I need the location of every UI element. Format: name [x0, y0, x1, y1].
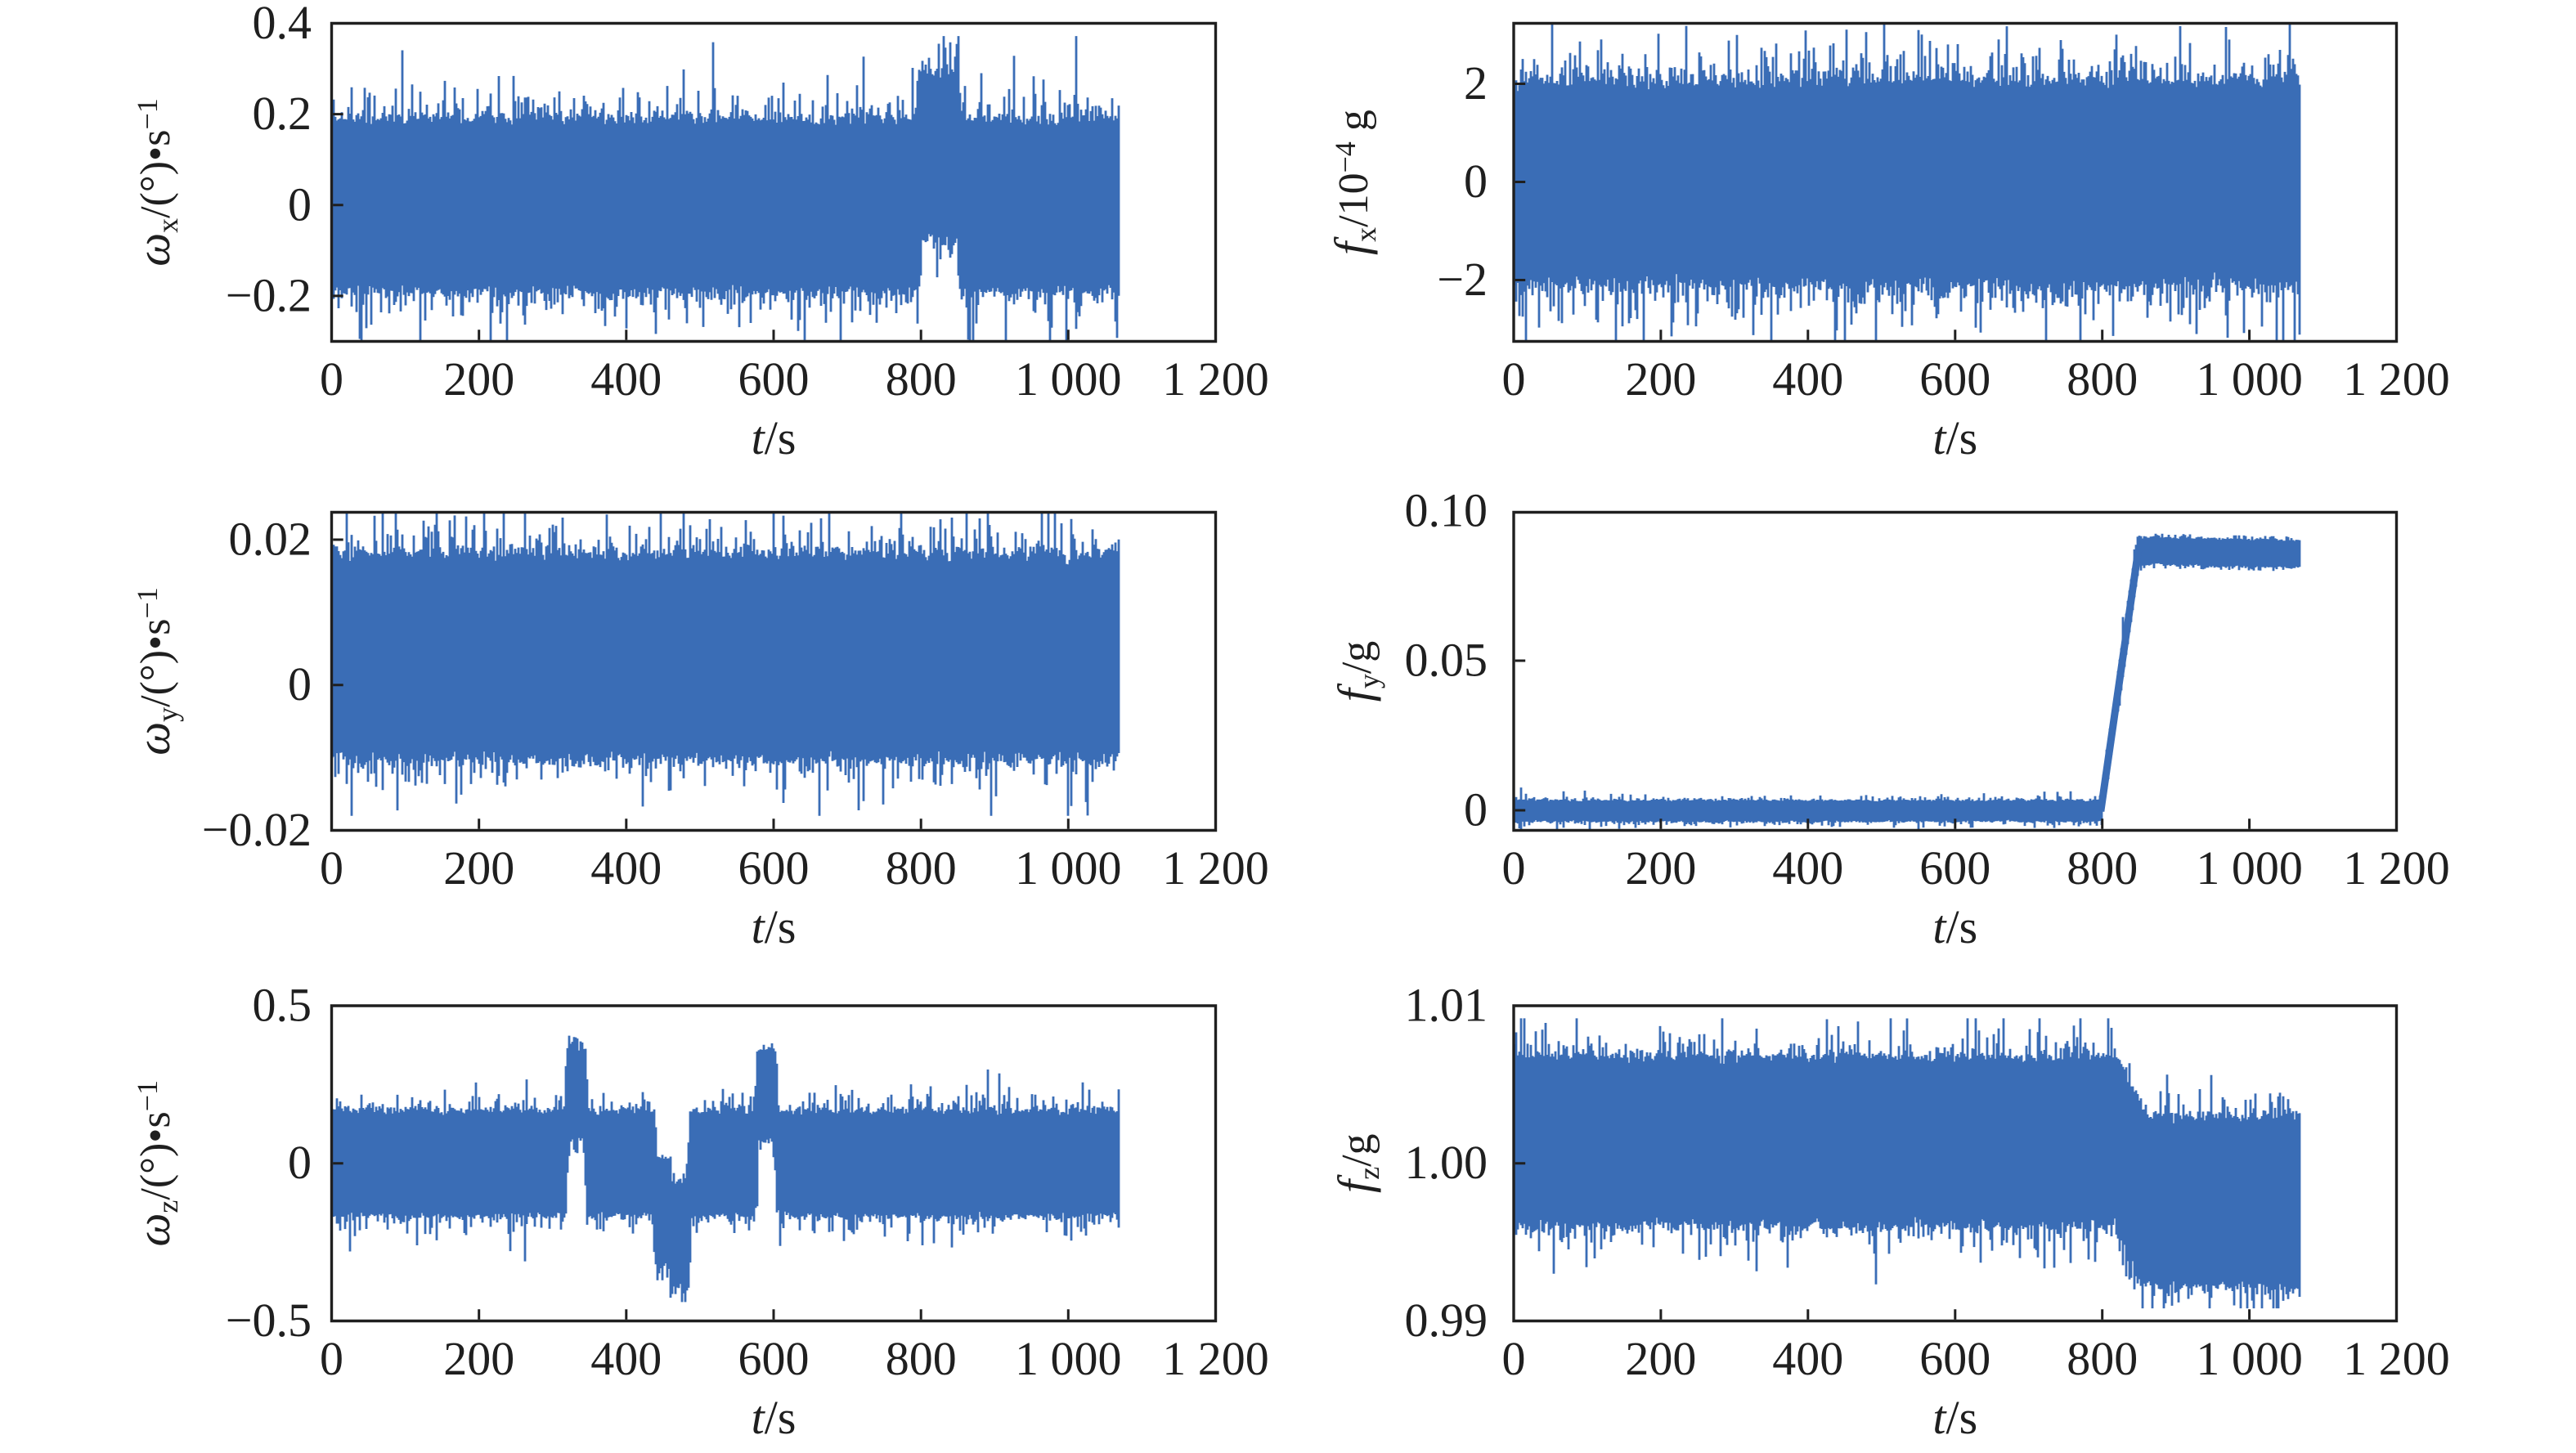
- svg-text:600: 600: [1919, 841, 1990, 895]
- svg-text:2: 2: [1464, 56, 1488, 110]
- svg-text:0: 0: [1464, 783, 1488, 836]
- svg-text:−0.2: −0.2: [226, 268, 312, 321]
- svg-text:0.02: 0.02: [229, 513, 312, 566]
- svg-text:200: 200: [1625, 841, 1696, 895]
- svg-text:t/s: t/s: [752, 900, 797, 953]
- svg-text:1 200: 1 200: [2343, 1332, 2450, 1385]
- svg-text:1 000: 1 000: [2196, 841, 2303, 895]
- svg-text:800: 800: [2067, 352, 2138, 406]
- svg-text:800: 800: [886, 1332, 957, 1385]
- svg-text:0: 0: [1502, 352, 1526, 406]
- svg-text:0.05: 0.05: [1405, 634, 1488, 687]
- svg-text:800: 800: [886, 352, 957, 406]
- svg-text:1 200: 1 200: [1162, 1332, 1269, 1385]
- svg-text:0: 0: [1502, 841, 1526, 895]
- svg-text:ωz/(°)•s−1: ωz/(°)•s−1: [127, 1080, 184, 1247]
- svg-text:1 000: 1 000: [1015, 841, 1122, 895]
- svg-text:800: 800: [2067, 841, 2138, 895]
- svg-text:400: 400: [590, 352, 662, 406]
- svg-text:600: 600: [1919, 1332, 1990, 1385]
- svg-text:1 200: 1 200: [1162, 841, 1269, 895]
- svg-text:1 200: 1 200: [1162, 352, 1269, 406]
- svg-text:600: 600: [1919, 352, 1990, 406]
- svg-text:200: 200: [443, 352, 514, 406]
- svg-text:fz/g: fz/g: [1328, 1133, 1385, 1193]
- svg-text:400: 400: [590, 1332, 662, 1385]
- svg-text:t/s: t/s: [752, 1391, 797, 1444]
- svg-text:0: 0: [288, 657, 312, 711]
- svg-text:fy/g: fy/g: [1328, 641, 1385, 702]
- svg-text:ωx/(°)•s−1: ωx/(°)•s−1: [127, 98, 184, 267]
- svg-text:0: 0: [320, 841, 343, 895]
- svg-text:600: 600: [738, 352, 810, 406]
- svg-text:600: 600: [738, 1332, 810, 1385]
- svg-text:400: 400: [1772, 352, 1843, 406]
- svg-text:400: 400: [1772, 841, 1843, 895]
- svg-text:−0.02: −0.02: [202, 803, 312, 856]
- svg-text:fx/10−4 g: fx/10−4 g: [1325, 110, 1382, 255]
- svg-text:0: 0: [1464, 155, 1488, 208]
- svg-text:400: 400: [1772, 1332, 1843, 1385]
- svg-text:1.00: 1.00: [1405, 1136, 1488, 1189]
- svg-text:1 000: 1 000: [1015, 352, 1122, 406]
- svg-text:0.2: 0.2: [253, 87, 312, 140]
- svg-text:t/s: t/s: [1932, 1391, 1977, 1444]
- svg-text:−2: −2: [1437, 253, 1488, 306]
- svg-text:t/s: t/s: [1932, 900, 1977, 953]
- svg-text:t/s: t/s: [1932, 411, 1977, 464]
- svg-text:600: 600: [738, 841, 810, 895]
- svg-text:0: 0: [288, 177, 312, 231]
- svg-text:800: 800: [2067, 1332, 2138, 1385]
- svg-text:0: 0: [320, 1332, 343, 1385]
- svg-text:ωy/(°)•s−1: ωy/(°)•s−1: [127, 587, 184, 756]
- svg-text:200: 200: [443, 1332, 514, 1385]
- svg-text:0.5: 0.5: [253, 979, 312, 1032]
- svg-text:−0.5: −0.5: [226, 1294, 312, 1347]
- svg-text:0: 0: [320, 352, 343, 406]
- svg-text:0.4: 0.4: [253, 0, 312, 49]
- svg-text:800: 800: [886, 841, 957, 895]
- svg-text:0: 0: [1502, 1332, 1526, 1385]
- svg-text:1 200: 1 200: [2343, 841, 2450, 895]
- svg-text:200: 200: [1625, 352, 1696, 406]
- svg-text:400: 400: [590, 841, 662, 895]
- svg-text:1 000: 1 000: [1015, 1332, 1122, 1385]
- svg-text:1 000: 1 000: [2196, 1332, 2303, 1385]
- svg-text:t/s: t/s: [752, 411, 797, 464]
- svg-text:200: 200: [1625, 1332, 1696, 1385]
- svg-text:1 200: 1 200: [2343, 352, 2450, 406]
- svg-text:0: 0: [288, 1136, 312, 1189]
- svg-text:0.10: 0.10: [1405, 484, 1488, 537]
- svg-text:200: 200: [443, 841, 514, 895]
- svg-text:1.01: 1.01: [1405, 979, 1488, 1032]
- svg-text:0.99: 0.99: [1405, 1294, 1488, 1347]
- svg-text:1 000: 1 000: [2196, 352, 2303, 406]
